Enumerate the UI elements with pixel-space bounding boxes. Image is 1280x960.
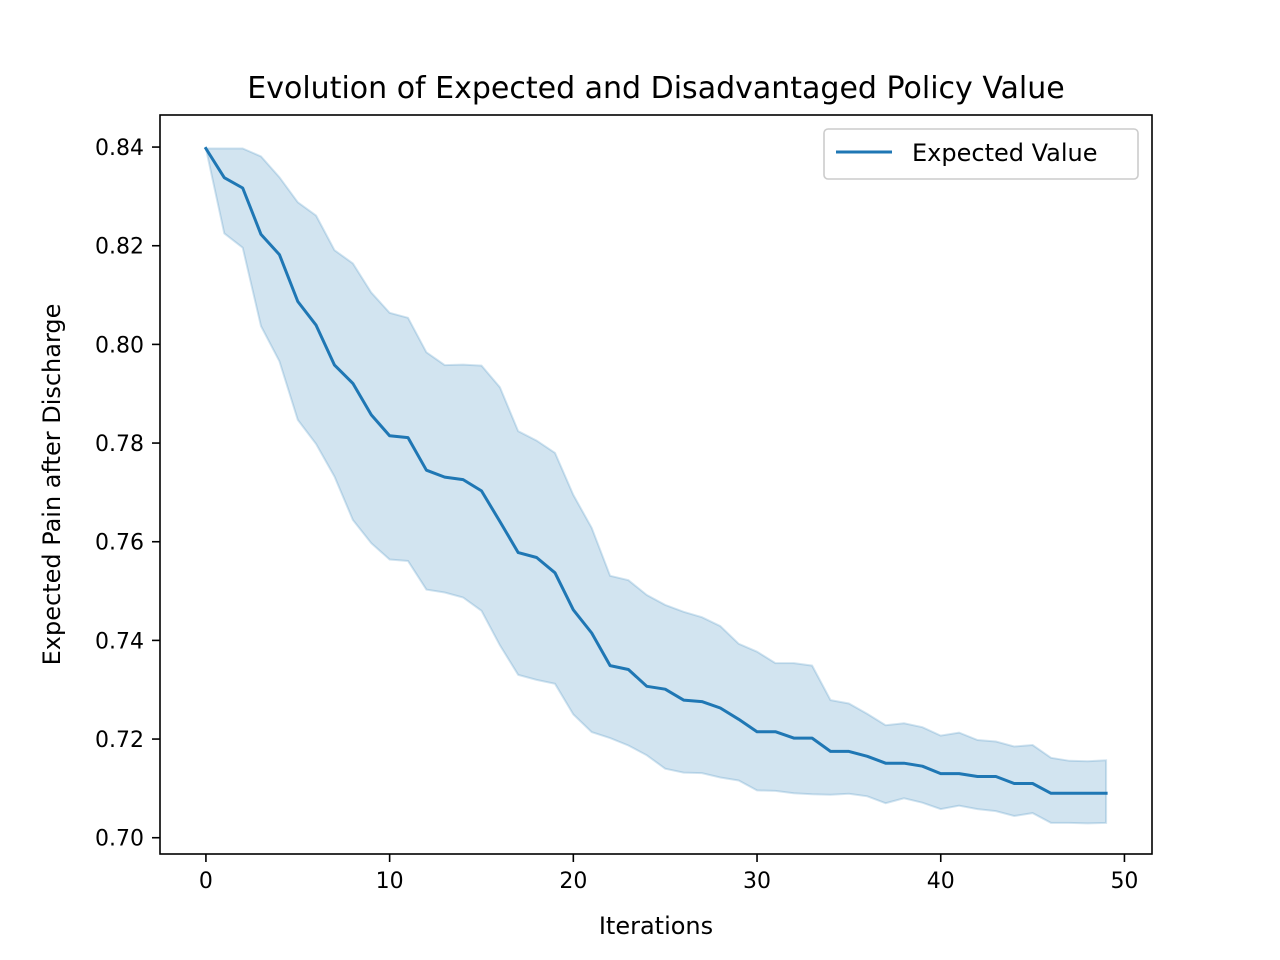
x-tick-label: 20 [559, 869, 587, 894]
x-axis-ticks: 0 10 20 30 40 50 [199, 854, 1138, 894]
legend: Expected Value [823, 128, 1139, 180]
y-tick-label: 0.76 [95, 531, 144, 556]
y-tick-label: 0.84 [95, 136, 144, 161]
plot-area [203, 146, 1108, 825]
series-line-expected-value [203, 146, 1108, 795]
x-tick-label: 40 [927, 869, 955, 894]
y-tick-label: 0.80 [95, 333, 144, 358]
x-axis-label: Iterations [599, 912, 713, 940]
x-tick-label: 30 [743, 869, 771, 894]
axes-frame [159, 114, 1153, 855]
y-axis-label: Expected Pain after Discharge [38, 304, 66, 666]
y-tick-label: 0.82 [95, 235, 144, 260]
y-tick-label: 0.70 [95, 827, 144, 852]
x-tick-label: 10 [376, 869, 404, 894]
x-tick-label: 50 [1110, 869, 1138, 894]
y-tick-label: 0.74 [95, 629, 144, 654]
legend-label-expected-value: Expected Value [912, 139, 1098, 167]
y-axis-ticks: 0.70 0.72 0.74 0.76 0.78 0.80 0.82 0.84 [95, 136, 160, 852]
y-tick-label: 0.72 [95, 728, 144, 753]
chart-title: Evolution of Expected and Disadvantaged … [247, 71, 1064, 106]
x-tick-label: 0 [199, 869, 213, 894]
legend-box [823, 128, 1139, 180]
y-tick-label: 0.78 [95, 432, 144, 457]
